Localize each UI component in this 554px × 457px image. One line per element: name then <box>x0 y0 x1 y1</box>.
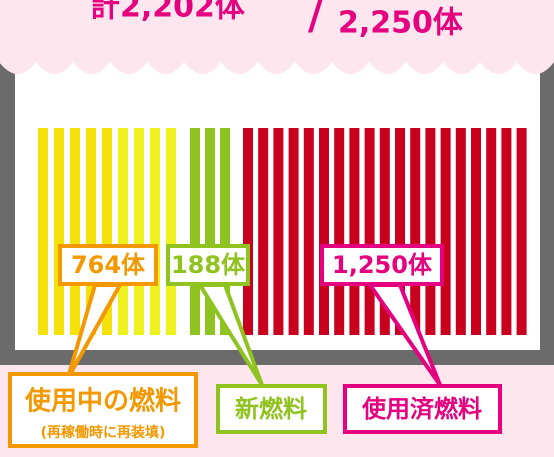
capacity-count: 2,250体 <box>338 6 464 41</box>
diagram: 計2,202体 / 2,250体 764体 188体 1,250体 使用中の燃料… <box>0 0 554 457</box>
fuel-rod <box>118 128 128 335</box>
fuel-rod <box>190 128 200 335</box>
fuel-rod <box>166 128 176 335</box>
fuel-rod <box>273 128 283 335</box>
fuel-rod <box>486 128 496 335</box>
fuel-rod <box>517 128 527 335</box>
group-label: 使用済燃料 <box>361 395 482 423</box>
fuel-rod <box>134 128 144 335</box>
total-count: 計2,202体 <box>90 0 246 25</box>
fuel-rod <box>501 128 511 335</box>
fuel-rod <box>304 128 314 335</box>
fuel-rod <box>38 128 48 335</box>
count-label: 188体 <box>171 251 246 279</box>
separator: / <box>308 0 323 39</box>
group-label: 使用中の燃料 <box>24 387 181 417</box>
fuel-rod <box>349 128 359 335</box>
fuel-rod <box>425 128 435 335</box>
group-note: (再稼働時に再装填) <box>41 424 166 441</box>
count-label: 764体 <box>71 251 146 279</box>
fuel-rod <box>441 128 451 335</box>
fuel-rod <box>243 128 253 335</box>
fuel-rod <box>150 128 160 335</box>
page: {"header": {"total": "計2,202体", "separat… <box>0 0 554 457</box>
fuel-rod <box>54 128 64 335</box>
fuel-rod <box>456 128 466 335</box>
fuel-rod <box>365 128 375 335</box>
group-label: 新燃料 <box>235 395 307 423</box>
fuel-rod <box>334 128 344 335</box>
fuel-rod <box>258 128 268 335</box>
fuel-rod <box>319 128 329 335</box>
fuel-rod <box>289 128 299 335</box>
count-label: 1,250体 <box>332 251 433 279</box>
cloud-banner <box>0 0 554 74</box>
fuel-rod <box>471 128 481 335</box>
fuel-rod <box>410 128 420 335</box>
fuel-rod <box>70 128 80 335</box>
